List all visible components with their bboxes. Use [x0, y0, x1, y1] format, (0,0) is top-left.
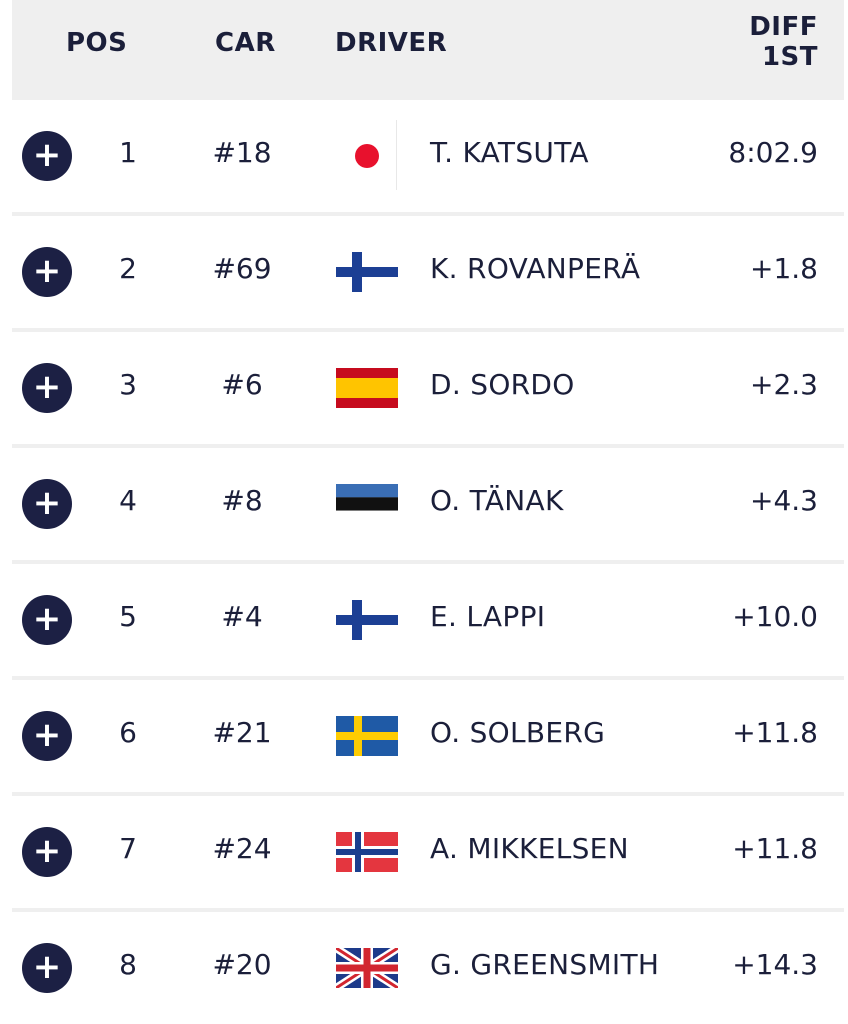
japan-flag: [336, 136, 398, 176]
plus-icon: +: [32, 367, 62, 407]
driver-name[interactable]: E. LAPPI: [430, 600, 546, 633]
driver-name[interactable]: T. KATSUTA: [430, 136, 589, 169]
plus-icon: +: [32, 947, 62, 987]
table-header: POS CAR DRIVER DIFF 1ST: [12, 0, 844, 100]
expand-button[interactable]: +: [22, 711, 72, 761]
header-diff-line2: 1ST: [761, 42, 818, 72]
expand-button[interactable]: +: [22, 479, 72, 529]
header-driver[interactable]: DRIVER: [335, 28, 448, 58]
header-diff[interactable]: DIFF 1ST: [749, 12, 818, 72]
diff-time: +2.3: [750, 368, 818, 401]
expand-button[interactable]: +: [22, 943, 72, 993]
row-separator: [12, 212, 844, 216]
diff-time: +10.0: [732, 600, 818, 633]
plus-icon: +: [32, 135, 62, 175]
diff-time: +4.3: [750, 484, 818, 517]
expand-button[interactable]: +: [22, 363, 72, 413]
row-separator: [12, 908, 844, 912]
table-row[interactable]: +4 #8 O. TÄNAK +4.3: [12, 448, 844, 560]
plus-icon: +: [32, 715, 62, 755]
spain-flag: [336, 368, 398, 408]
position: 5: [119, 600, 137, 633]
plus-icon: +: [32, 483, 62, 523]
finland-flag: [336, 600, 398, 640]
sweden-flag: [336, 716, 398, 756]
expand-button[interactable]: +: [22, 247, 72, 297]
diff-time: +14.3: [732, 948, 818, 981]
car-number: #21: [212, 716, 272, 749]
car-number: #6: [221, 368, 263, 401]
row-separator: [12, 328, 844, 332]
car-number: #8: [221, 484, 263, 517]
table-row[interactable]: +1 #18 T. KATSUTA 8:02.9: [12, 100, 844, 212]
row-separator: [12, 444, 844, 448]
table-row[interactable]: +8 #20 G. GREENSMITH +14.3: [12, 912, 844, 1024]
car-number: #24: [212, 832, 272, 865]
car-number: #69: [212, 252, 272, 285]
row-separator: [12, 676, 844, 680]
position: 1: [119, 136, 137, 169]
car-number: #18: [212, 136, 272, 169]
row-separator: [12, 792, 844, 796]
position: 6: [119, 716, 137, 749]
expand-button[interactable]: +: [22, 595, 72, 645]
table-row[interactable]: +3 #6 D. SORDO +2.3: [12, 332, 844, 444]
driver-name[interactable]: A. MIKKELSEN: [430, 832, 629, 865]
plus-icon: +: [32, 599, 62, 639]
expand-button[interactable]: +: [22, 131, 72, 181]
plus-icon: +: [32, 251, 62, 291]
position: 4: [119, 484, 137, 517]
norway-flag: [336, 832, 398, 872]
diff-time: +11.8: [732, 832, 818, 865]
header-pos[interactable]: POS: [66, 28, 128, 58]
driver-name[interactable]: G. GREENSMITH: [430, 948, 660, 981]
position: 3: [119, 368, 137, 401]
position: 8: [119, 948, 137, 981]
car-number: #20: [212, 948, 272, 981]
car-number: #4: [221, 600, 263, 633]
position: 2: [119, 252, 137, 285]
table-row[interactable]: +2 #69 K. ROVANPERÄ +1.8: [12, 216, 844, 328]
diff-time: +1.8: [750, 252, 818, 285]
table-row[interactable]: +7 #24 A. MIKKELSEN +11.8: [12, 796, 844, 908]
table-row[interactable]: +5 #4 E. LAPPI +10.0: [12, 564, 844, 676]
uk-flag: [333, 944, 401, 992]
header-car[interactable]: CAR: [215, 28, 276, 58]
expand-button[interactable]: +: [22, 827, 72, 877]
position: 7: [119, 832, 137, 865]
driver-name[interactable]: K. ROVANPERÄ: [430, 252, 641, 285]
results-table: POS CAR DRIVER DIFF 1ST +1 #18 T. KATSUTA 8…: [12, 0, 844, 1024]
header-diff-line1: DIFF: [749, 12, 818, 42]
table-row[interactable]: +6 #21 O. SOLBERG +11.8: [12, 680, 844, 792]
diff-time: 8:02.9: [728, 136, 818, 169]
driver-name[interactable]: D. SORDO: [430, 368, 575, 401]
driver-name[interactable]: O. TÄNAK: [430, 484, 564, 517]
estonia-flag: [336, 484, 398, 524]
row-separator: [12, 560, 844, 564]
diff-time: +11.8: [732, 716, 818, 749]
flag-divider: [396, 120, 397, 190]
finland-flag: [336, 252, 398, 292]
driver-name[interactable]: O. SOLBERG: [430, 716, 606, 749]
plus-icon: +: [32, 831, 62, 871]
